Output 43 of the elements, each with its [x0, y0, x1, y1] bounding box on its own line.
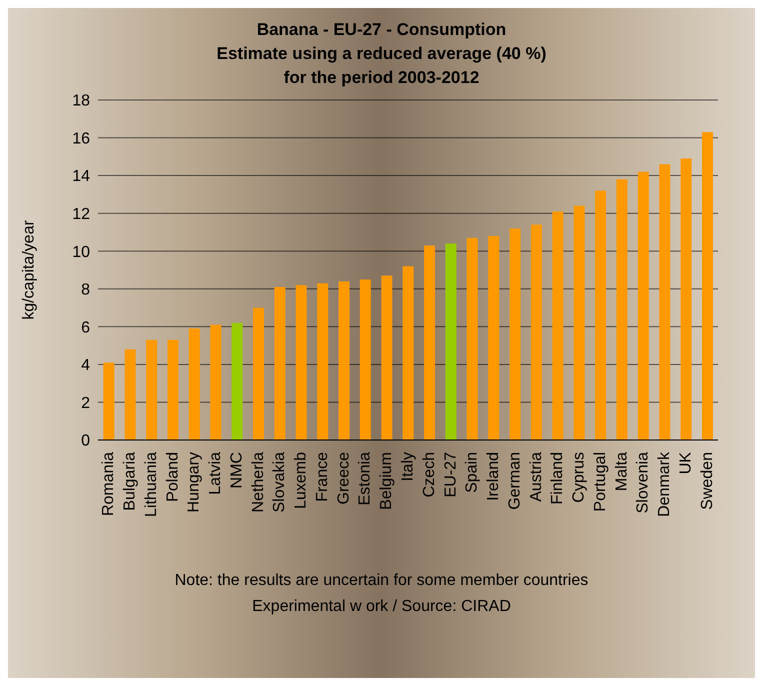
x-tick-label: Slovenia [634, 452, 652, 514]
x-tick-label: Czech [420, 452, 438, 498]
x-tick-label: Sweden [698, 452, 716, 510]
y-tick-label: 4 [81, 357, 90, 374]
x-tick-label: EU-27 [442, 452, 460, 498]
x-tick-label: Austria [528, 452, 545, 502]
x-tick-label: German [506, 452, 524, 510]
x-tick-label: Lithuania [142, 452, 160, 517]
x-tick-label: Finland [549, 452, 566, 504]
x-tick-label: Netherla [250, 452, 267, 512]
y-tick-label: 6 [81, 319, 90, 336]
x-tick-label: Belgium [378, 452, 396, 510]
chart-title: Banana - EU-27 - Consumption Estimate using a reduced average (40 %) for the period 2003-2012 [216, 19, 548, 89]
x-tick-label: Denmark [656, 451, 674, 517]
y-tick-label: 2 [81, 394, 90, 412]
x-tick-label: NMC [228, 452, 246, 488]
text: Note: the results are uncertain for some member countries [174, 571, 590, 591]
x-tick-label: Romania [100, 452, 118, 516]
y-tick-label: 18 [72, 92, 90, 110]
y-tick-label: 14 [72, 168, 90, 186]
x-tick-label: Estonia [356, 452, 374, 506]
x-tick-label: Cyprus [570, 452, 588, 503]
x-tick-label: Malta [613, 452, 630, 492]
x-tick-label: UK [677, 452, 694, 474]
x-tick-label: Greece [335, 452, 352, 504]
x-tick-label: Hungary [186, 452, 203, 512]
x-tick-label: Spain [464, 452, 481, 493]
y-tick-label: 16 [72, 130, 90, 148]
x-tick-label: Italy [400, 452, 416, 482]
x-tick-label: Bulgaria [122, 452, 139, 511]
x-tick-label: Luxemb [292, 452, 310, 509]
x-tick-label: Portugal [592, 452, 609, 512]
y-tick-label: 12 [72, 206, 90, 224]
y-tick-label: 10 [72, 244, 90, 261]
x-tick-label: Poland [164, 452, 182, 502]
x-tick-label: Slovakia [271, 452, 288, 512]
text: Experimental w ork / Source: CIRAD [251, 597, 512, 617]
y-tick-label: 0 [81, 432, 90, 450]
x-tick-label: Latvia [207, 452, 224, 495]
x-tick-label: Ireland [485, 452, 502, 501]
y-tick-label: 8 [81, 282, 90, 299]
y-axis-title: kg/capita/year [20, 220, 38, 320]
x-tick-label: France [314, 452, 331, 502]
